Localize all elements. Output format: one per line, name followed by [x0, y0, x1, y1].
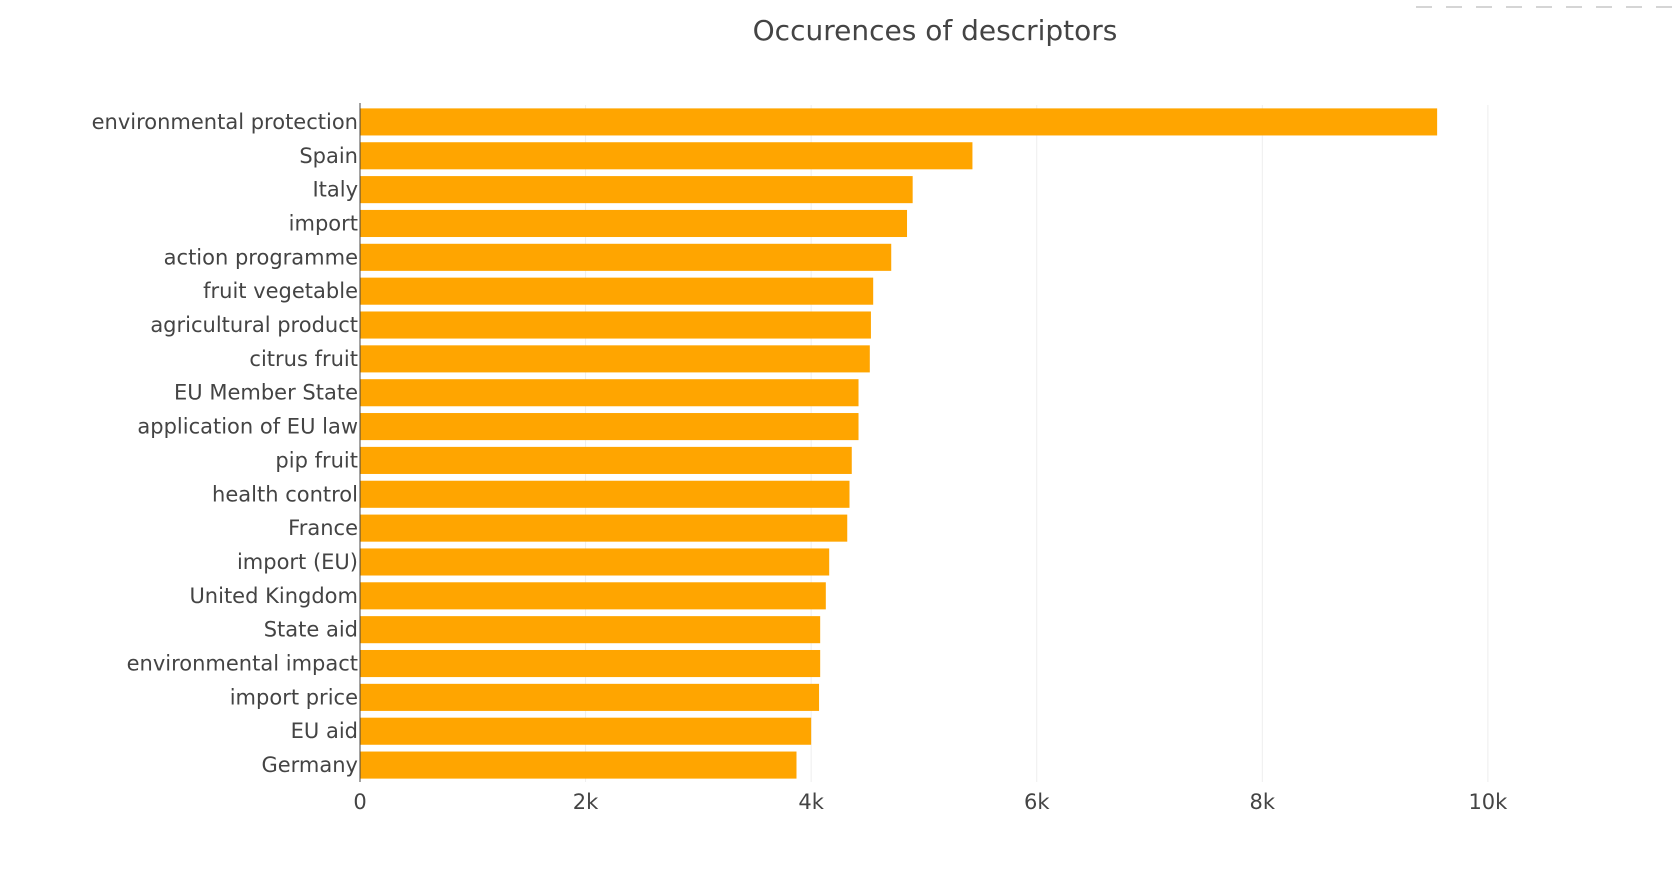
category-label: action programme: [164, 245, 358, 269]
x-tick-label: 4k: [798, 790, 824, 814]
bar[interactable]: [360, 345, 870, 373]
category-label: import price: [230, 685, 358, 709]
bar[interactable]: [360, 142, 973, 170]
bar[interactable]: [360, 683, 820, 711]
bar[interactable]: [360, 446, 852, 474]
bar[interactable]: [360, 548, 830, 576]
bar[interactable]: [360, 514, 848, 542]
bar[interactable]: [360, 379, 859, 407]
chart-title: Occurences of descriptors: [753, 14, 1118, 47]
category-label: import: [289, 211, 358, 235]
category-label: Germany: [261, 753, 358, 777]
x-tick-labels: 0 2k 4k 6k 8k 10k: [353, 790, 1508, 814]
x-tick-label: 2k: [573, 790, 599, 814]
grid-lines: [585, 105, 1489, 782]
category-label: fruit vegetable: [203, 279, 358, 303]
bar[interactable]: [360, 277, 874, 305]
autoscale-icon[interactable]: [1626, 0, 1642, 8]
category-label: environmental impact: [127, 652, 358, 676]
pan-icon[interactable]: [1476, 0, 1492, 8]
bar[interactable]: [360, 582, 826, 610]
bar[interactable]: [360, 616, 821, 644]
bar[interactable]: [360, 751, 797, 779]
category-label: agricultural product: [150, 313, 358, 337]
bar[interactable]: [360, 209, 908, 238]
category-label: EU Member State: [174, 381, 358, 405]
category-label: pip fruit: [275, 448, 358, 472]
bar[interactable]: [360, 480, 850, 508]
category-label: health control: [212, 482, 358, 506]
category-label: United Kingdom: [189, 584, 358, 608]
zoom-in-icon[interactable]: [1566, 0, 1582, 8]
bar[interactable]: [360, 311, 871, 339]
bar[interactable]: [360, 413, 859, 441]
reset-axes-icon[interactable]: [1656, 0, 1672, 8]
bar[interactable]: [360, 717, 812, 745]
modebar: [1416, 0, 1672, 10]
category-label: Spain: [299, 144, 358, 168]
bar[interactable]: [360, 176, 913, 204]
x-tick-label: 0: [353, 790, 366, 814]
bars: [360, 108, 1438, 779]
x-tick-label: 10k: [1468, 790, 1508, 814]
bar[interactable]: [360, 108, 1438, 136]
camera-icon[interactable]: [1416, 0, 1432, 8]
category-label: Italy: [312, 178, 358, 202]
category-label: import (EU): [237, 550, 358, 574]
category-labels: environmental protection Spain Italy import…: [92, 110, 358, 777]
category-label: France: [288, 516, 358, 540]
category-label: EU aid: [291, 719, 358, 743]
x-tick-label: 8k: [1250, 790, 1276, 814]
bar[interactable]: [360, 243, 892, 271]
category-label: State aid: [264, 618, 358, 642]
category-label: citrus fruit: [249, 347, 358, 371]
bar[interactable]: [360, 649, 821, 678]
category-label: environmental protection: [92, 110, 358, 134]
zoom-icon[interactable]: [1446, 0, 1462, 8]
zoom-out-icon[interactable]: [1596, 0, 1612, 8]
lasso-icon[interactable]: [1536, 0, 1552, 8]
category-label: application of EU law: [137, 415, 358, 439]
x-tick-label: 6k: [1024, 790, 1050, 814]
select-icon[interactable]: [1506, 0, 1522, 8]
